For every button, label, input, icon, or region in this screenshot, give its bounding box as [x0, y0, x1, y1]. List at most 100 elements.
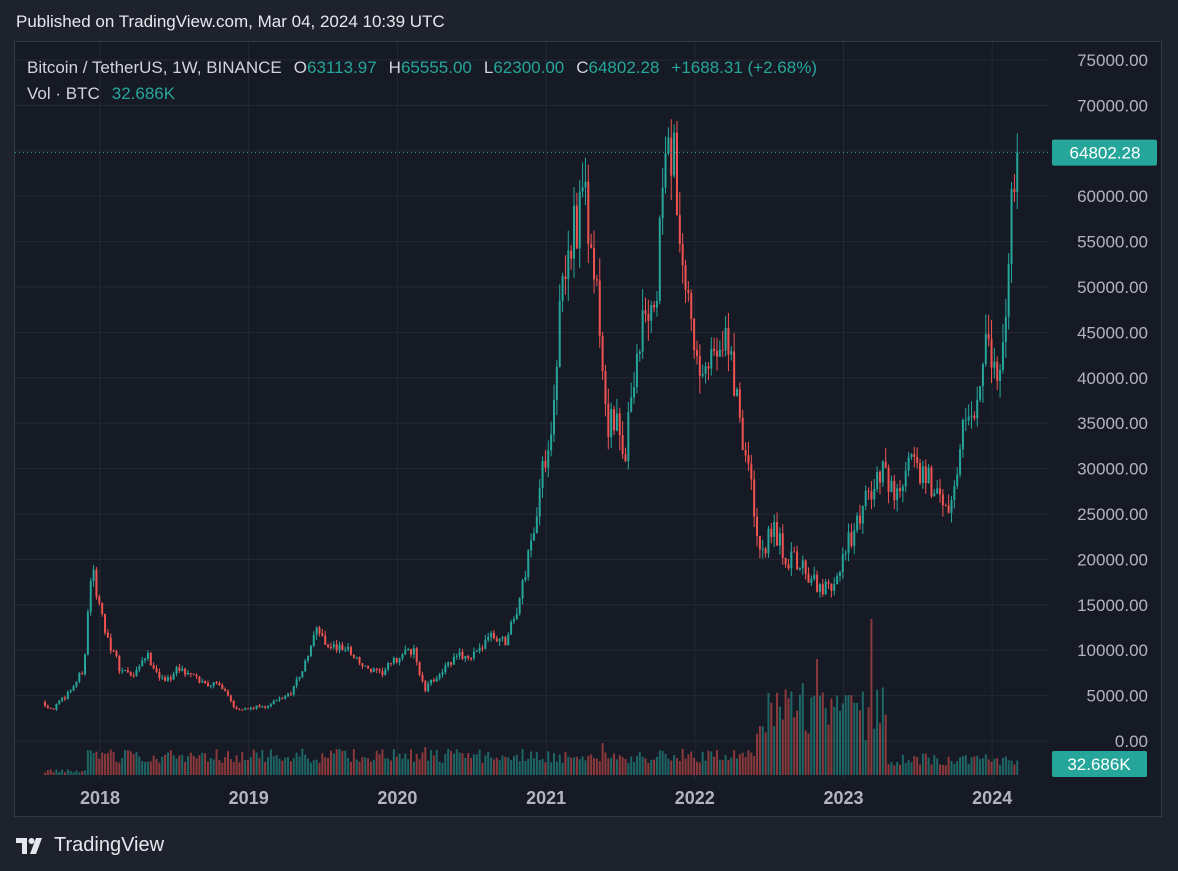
volume-bar — [49, 769, 52, 775]
open-label: O — [293, 58, 308, 77]
candle-body-up — [578, 191, 581, 249]
volume-bar — [395, 756, 398, 775]
volume-bar — [66, 769, 69, 775]
candle-body-up — [558, 300, 561, 367]
candle-body-down — [647, 313, 650, 321]
candle-body-up — [627, 411, 630, 462]
volume-bar — [698, 762, 701, 775]
volume-bar — [501, 755, 504, 775]
candle-body-up — [798, 567, 801, 570]
symbol-label[interactable]: Bitcoin / TetherUS, 1W, BINANCE — [27, 58, 282, 77]
candle-body-up — [984, 334, 987, 365]
candle-body-down — [375, 668, 378, 670]
candle-body-up — [541, 460, 544, 488]
volume-bar — [344, 750, 347, 775]
candle-body-down — [604, 371, 607, 404]
y-tick-label: 70000.00 — [1077, 96, 1148, 115]
candle-body-up — [58, 700, 61, 704]
volume-bar — [487, 751, 490, 775]
candle-body-down — [707, 366, 710, 369]
volume-bar — [627, 762, 630, 775]
volume-bar — [46, 770, 49, 775]
volume-bar — [401, 758, 404, 775]
y-tick-label: 25000.00 — [1077, 505, 1148, 524]
volume-bar — [853, 703, 856, 775]
volume-row: Vol · BTC 32.686K — [27, 81, 829, 107]
candle-body-up — [673, 132, 676, 176]
candle-body-up — [538, 487, 541, 517]
candle-body-down — [593, 248, 596, 280]
candle-body-down — [858, 515, 861, 524]
chart-frame[interactable] — [14, 41, 1162, 817]
volume-bar — [281, 760, 284, 775]
candle-body-up — [655, 300, 658, 308]
candle-body-up — [272, 701, 275, 705]
candle-body-down — [289, 693, 292, 695]
y-tick-label: 75000.00 — [1077, 51, 1148, 70]
volume-bar — [415, 753, 418, 775]
candle-body-down — [987, 334, 990, 340]
candle-body-down — [101, 603, 104, 614]
y-tick-label: 30000.00 — [1077, 460, 1148, 479]
candle-body-up — [141, 660, 144, 667]
volume-bar — [727, 759, 730, 775]
volume-bar — [687, 754, 690, 775]
candle-body-down — [770, 528, 773, 537]
volume-bar — [118, 762, 121, 775]
volume-bar — [930, 764, 933, 775]
volume-label[interactable]: Vol · BTC — [27, 84, 100, 103]
candle-body-up — [921, 466, 924, 484]
candle-body-up — [790, 551, 793, 569]
volume-bar — [481, 762, 484, 775]
volume-bar — [550, 762, 553, 775]
candle-body-down — [492, 632, 495, 639]
volume-bar — [58, 771, 61, 775]
volume-bar — [206, 761, 209, 775]
candle-body-down — [118, 655, 121, 672]
volume-bar — [212, 759, 215, 775]
candle-body-up — [767, 528, 770, 554]
candle-body-up — [72, 686, 75, 691]
candle-body-up — [964, 420, 967, 422]
candle-body-up — [201, 680, 204, 683]
last-volume-value: 32.686K — [1067, 755, 1131, 774]
volume-bar — [621, 757, 624, 775]
volume-bar — [664, 753, 667, 775]
last-price-value: 64802.28 — [1070, 144, 1141, 163]
candle-body-down — [570, 250, 573, 259]
volume-bar — [72, 772, 75, 775]
candle-body-up — [521, 580, 524, 599]
volume-bar — [595, 758, 598, 775]
candle-body-down — [321, 633, 324, 636]
candle-body-up — [581, 187, 584, 192]
volume-bar — [258, 758, 261, 775]
x-tick-label: 2021 — [526, 788, 566, 808]
volume-bar — [318, 762, 321, 775]
volume-bar — [289, 761, 292, 775]
volume-bar — [512, 756, 515, 775]
volume-bar — [389, 760, 392, 775]
volume-bar — [252, 749, 255, 775]
volume-bar — [98, 758, 101, 775]
volume-bar — [278, 758, 281, 775]
volume-bar — [558, 754, 561, 775]
candle-body-down — [695, 350, 698, 357]
tradingview-logo[interactable]: TradingView — [16, 834, 164, 857]
candle-body-up — [555, 366, 558, 401]
volume-bar — [452, 753, 455, 775]
candle-body-up — [309, 645, 312, 657]
candle-body-down — [63, 697, 66, 700]
candle-body-up — [773, 522, 776, 537]
candle-body-down — [816, 574, 819, 592]
candle-body-down — [155, 668, 158, 672]
candle-body-up — [999, 369, 1002, 381]
volume-bar — [475, 754, 478, 775]
candle-body-down — [781, 533, 784, 558]
volume-bar — [653, 759, 656, 775]
x-tick-label: 2023 — [823, 788, 863, 808]
candle-body-down — [750, 463, 753, 480]
volume-bar — [658, 750, 661, 775]
volume-bar — [267, 757, 270, 775]
volume-bar — [478, 749, 481, 775]
